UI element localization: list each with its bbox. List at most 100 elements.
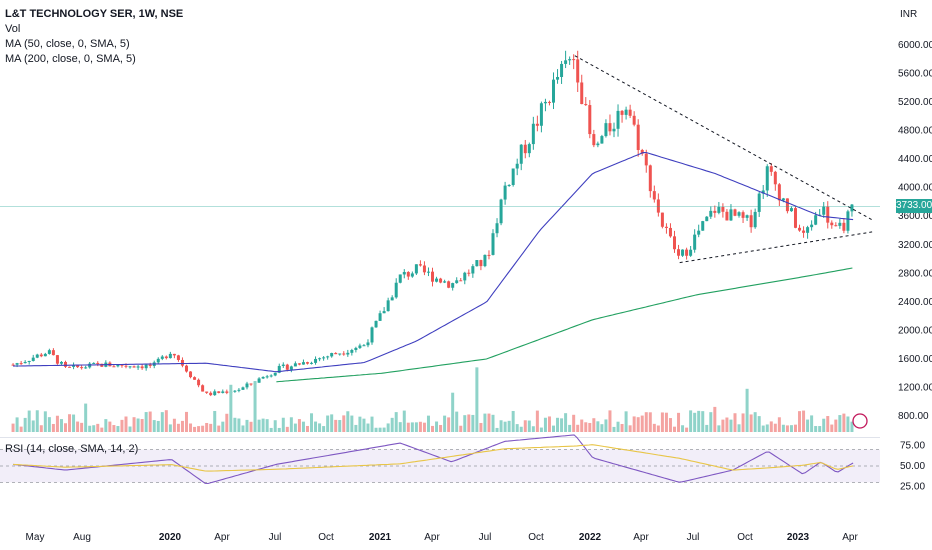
volume-bar	[757, 416, 761, 432]
candle-body	[124, 365, 128, 367]
candle-body	[322, 357, 326, 359]
candle-body	[693, 234, 697, 250]
candle-body	[164, 356, 168, 359]
candle-body	[330, 353, 334, 357]
candle-body	[596, 143, 600, 146]
candle-body	[749, 215, 753, 228]
volume-bar	[426, 415, 430, 432]
rsi-line	[13, 434, 854, 485]
volume-bar	[785, 425, 789, 432]
candle-body	[346, 352, 350, 355]
candle-body	[27, 360, 31, 363]
volume-bar	[672, 426, 676, 432]
volume-bar	[257, 419, 261, 432]
candle-body	[652, 191, 656, 200]
rsi-tick-label: 25.00	[900, 482, 925, 493]
volume-bar	[120, 419, 124, 432]
volume-bar	[237, 418, 241, 432]
volume-bar	[451, 392, 455, 432]
volume-bar	[656, 425, 660, 432]
candle-body	[148, 364, 152, 366]
volume-bar	[245, 419, 249, 432]
volume-bar	[152, 420, 156, 432]
volume-bar	[487, 413, 491, 432]
candle-body	[455, 280, 459, 284]
volume-bar	[144, 412, 148, 432]
trendline	[574, 55, 873, 221]
candle-body	[503, 185, 507, 200]
candle-body	[136, 366, 140, 368]
volume-bar	[511, 410, 515, 432]
candle-body	[362, 345, 366, 347]
volume-bar	[491, 414, 495, 432]
candle-body	[769, 166, 773, 172]
candle-body	[156, 358, 160, 363]
candle-body	[656, 199, 660, 213]
volume-bar	[745, 388, 749, 432]
volume-bar	[608, 410, 612, 432]
candle-body	[370, 327, 374, 343]
candle-body	[342, 353, 346, 355]
candle-body	[269, 375, 273, 377]
symbol-title: L&T TECHNOLOGY SER, 1W, NSE	[5, 8, 184, 20]
rsi-ma-line	[13, 444, 854, 472]
volume-bar	[414, 422, 418, 432]
panel-separator	[0, 437, 880, 438]
volume-bar	[693, 412, 697, 432]
volume-bar	[539, 427, 543, 432]
ma200-legend: MA (200, close, 0, SMA, 5)	[5, 53, 136, 65]
candle-body	[681, 249, 685, 256]
volume-bar	[850, 421, 854, 432]
volume-bar	[305, 425, 309, 432]
volume-bar	[717, 425, 721, 432]
price-tick-label: 2400.00	[898, 297, 932, 308]
candle-body	[660, 212, 664, 227]
volume-bar	[596, 421, 600, 432]
volume-bar	[439, 424, 443, 432]
volume-bar	[330, 414, 334, 432]
volume-bar	[84, 403, 88, 432]
candle-body	[785, 198, 789, 212]
volume-bar	[483, 413, 487, 432]
candle-body	[616, 110, 620, 129]
volume-bar	[515, 424, 519, 432]
price-tick-label: 2000.00	[898, 325, 932, 336]
candle-body	[273, 372, 277, 376]
volume-bar	[547, 416, 551, 432]
volume-bar	[261, 418, 265, 432]
candle-body	[584, 104, 588, 106]
candle-body	[612, 128, 616, 132]
candle-body	[435, 278, 439, 282]
volume-bar	[580, 419, 584, 432]
volume-bar	[628, 425, 632, 432]
volume-bar	[463, 415, 467, 432]
volume-bar	[810, 415, 814, 432]
candle-body	[798, 227, 802, 231]
volume-bar	[43, 411, 47, 432]
candle-body	[358, 345, 362, 348]
candle-body	[709, 210, 713, 217]
volume-bar	[249, 421, 253, 432]
volume-bar	[180, 420, 184, 432]
volume-bar	[213, 410, 217, 432]
candle-body	[76, 364, 80, 368]
volume-bar	[568, 424, 572, 432]
candle-body	[160, 356, 164, 359]
price-tick-label: 4000.00	[898, 183, 932, 194]
candle-body	[547, 101, 551, 103]
volume-bar	[701, 411, 705, 432]
candle-body	[326, 356, 330, 358]
candle-body	[781, 198, 785, 201]
volume-bar	[378, 427, 382, 432]
candle-body	[338, 353, 342, 355]
volume-bar	[221, 421, 225, 432]
volume-bar	[475, 367, 479, 432]
candle-body	[495, 223, 499, 234]
candle-body	[112, 366, 116, 368]
volume-bar	[72, 414, 76, 432]
time-tick-label: Oct	[318, 532, 334, 543]
candle-body	[443, 281, 447, 283]
candle-body	[640, 150, 644, 154]
trendline	[679, 231, 873, 264]
